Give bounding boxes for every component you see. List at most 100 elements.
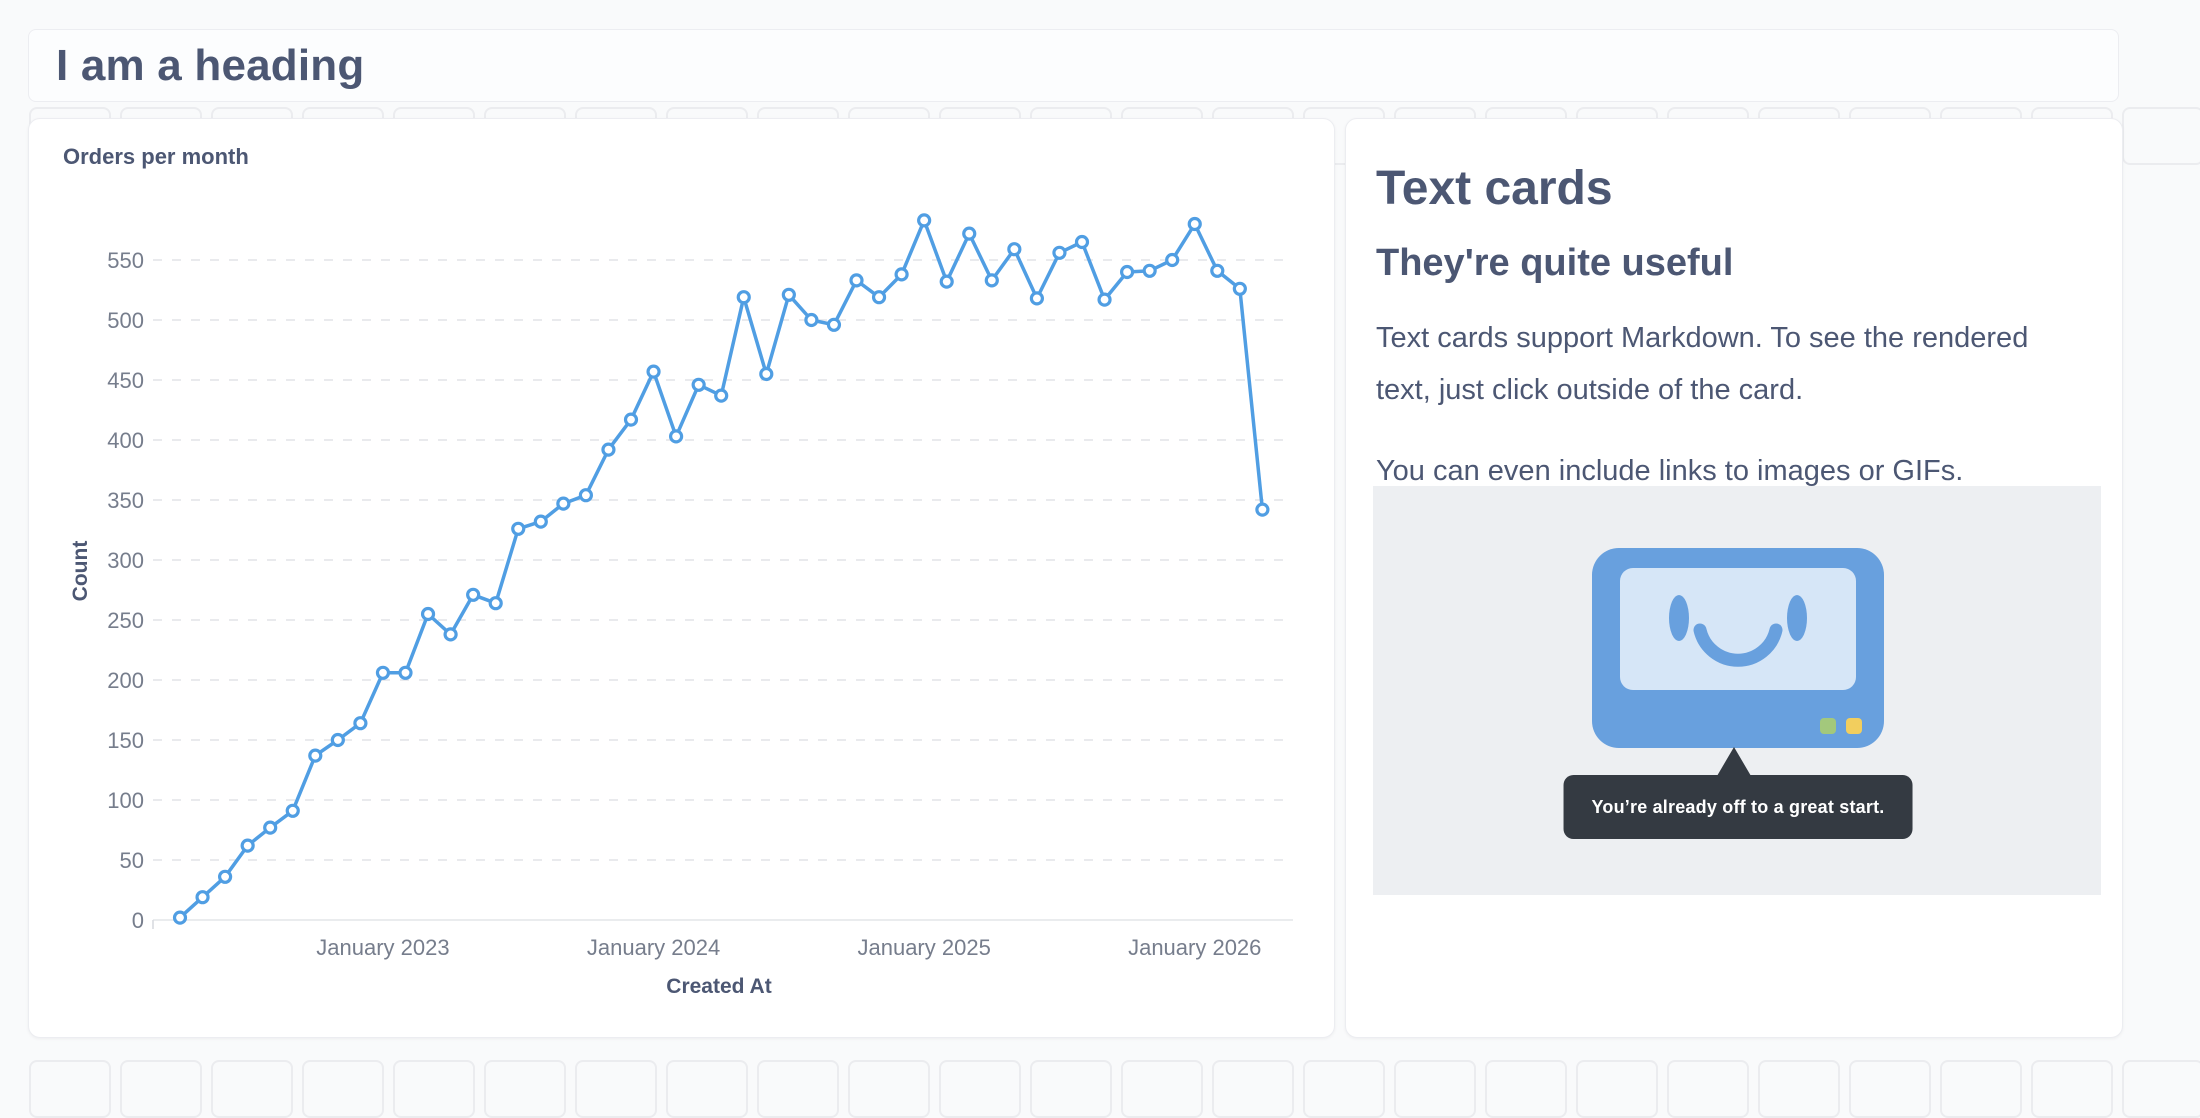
line-chart-canvas[interactable]: 0 50 100 150 200 250 300 350 400 450 500 550 January… bbox=[29, 119, 1334, 1037]
data-point-marker[interactable] bbox=[804, 312, 819, 328]
grid-placeholder-cell bbox=[393, 1060, 475, 1118]
data-point-marker[interactable] bbox=[533, 514, 548, 529]
data-point-marker[interactable] bbox=[962, 226, 977, 241]
tooltip-pointer bbox=[1717, 747, 1751, 776]
grid-placeholder-cell bbox=[211, 1060, 293, 1118]
data-point-marker[interactable] bbox=[172, 910, 188, 925]
y-axis-tick-label: 500 bbox=[107, 308, 144, 333]
text-card[interactable]: Text cards They're quite useful Text car… bbox=[1345, 118, 2123, 1038]
data-point-marker[interactable] bbox=[849, 273, 864, 288]
data-point-marker[interactable] bbox=[443, 627, 458, 642]
data-point-marker[interactable] bbox=[894, 267, 909, 282]
grid-placeholder-cell bbox=[2031, 1060, 2113, 1118]
grid-placeholder-cell bbox=[29, 1060, 111, 1118]
data-point-marker[interactable] bbox=[1029, 291, 1045, 306]
grid-placeholder-cell bbox=[2122, 107, 2200, 165]
data-point-marker[interactable] bbox=[1119, 264, 1135, 280]
monitor-button-yellow bbox=[1846, 718, 1862, 734]
data-point-marker[interactable] bbox=[511, 521, 526, 536]
tooltip-bubble: You’re already off to a great start. bbox=[1563, 775, 1913, 839]
grid-placeholder-cell bbox=[1758, 1060, 1840, 1118]
text-card-subtitle: They're quite useful bbox=[1376, 242, 1734, 284]
dashboard-grid-row-bottom bbox=[29, 1060, 2200, 1118]
data-point-marker[interactable] bbox=[375, 665, 391, 680]
data-point-marker[interactable] bbox=[1187, 216, 1202, 232]
data-point-marker[interactable] bbox=[826, 317, 842, 332]
data-point-marker[interactable] bbox=[1142, 263, 1157, 278]
data-point-marker[interactable] bbox=[1097, 292, 1112, 307]
data-point-marker[interactable] bbox=[1210, 263, 1225, 278]
data-point-marker[interactable] bbox=[240, 838, 255, 853]
data-point-marker[interactable] bbox=[736, 290, 751, 305]
data-point-marker[interactable] bbox=[330, 732, 345, 748]
data-point-marker[interactable] bbox=[285, 803, 300, 818]
chart-title: Orders per month bbox=[63, 144, 249, 169]
data-point-marker[interactable] bbox=[1007, 242, 1022, 257]
y-axis-tick-label: 0 bbox=[132, 908, 144, 933]
data-point-marker[interactable] bbox=[714, 388, 729, 403]
text-card-paragraph: Text cards support Markdown. To see the … bbox=[1376, 322, 2029, 406]
grid-placeholder-cell bbox=[757, 1060, 839, 1118]
data-point-marker[interactable] bbox=[195, 890, 210, 905]
data-point-marker[interactable] bbox=[781, 287, 796, 302]
data-point-marker[interactable] bbox=[556, 496, 571, 511]
chart-card-orders-per-month[interactable]: 0 50 100 150 200 250 300 350 400 450 500 550 January… bbox=[28, 118, 1335, 1038]
y-axis-tick-label: 100 bbox=[107, 788, 144, 813]
series-line bbox=[178, 218, 1265, 920]
grid-placeholder-cell bbox=[575, 1060, 657, 1118]
dashboard-heading-card[interactable]: I am a heading bbox=[28, 29, 2119, 102]
data-point-marker[interactable] bbox=[308, 748, 323, 763]
grid-placeholder-cell bbox=[1121, 1060, 1203, 1118]
data-point-marker[interactable] bbox=[488, 596, 503, 611]
data-point-marker[interactable] bbox=[1165, 252, 1180, 268]
grid-placeholder-cell bbox=[666, 1060, 748, 1118]
data-point-marker[interactable] bbox=[1052, 245, 1067, 260]
data-point-marker[interactable] bbox=[646, 364, 661, 379]
data-point-marker[interactable] bbox=[263, 820, 278, 835]
grid-placeholder-cell bbox=[484, 1060, 566, 1118]
text-card-title: Text cards bbox=[1376, 162, 1613, 215]
data-point-marker[interactable] bbox=[353, 716, 368, 731]
y-axis-tick-label: 150 bbox=[107, 728, 144, 753]
grid-placeholder-cell bbox=[1576, 1060, 1658, 1118]
data-point-marker[interactable] bbox=[601, 442, 616, 457]
data-point-marker[interactable] bbox=[1232, 281, 1247, 296]
monitor-screen bbox=[1620, 568, 1856, 690]
data-point-marker[interactable] bbox=[984, 273, 999, 288]
smiling-monitor-graphic bbox=[1592, 548, 1884, 748]
grid-placeholder-cell bbox=[939, 1060, 1021, 1118]
data-point-marker[interactable] bbox=[939, 274, 954, 289]
x-axis-tick-label: January 2023 bbox=[316, 935, 449, 960]
data-point-marker[interactable] bbox=[218, 869, 233, 884]
grid-placeholder-cell bbox=[302, 1060, 384, 1118]
data-point-marker[interactable] bbox=[466, 587, 481, 602]
x-axis-tick-label: January 2026 bbox=[1128, 935, 1261, 960]
y-axis-tick-label: 550 bbox=[107, 248, 144, 273]
data-point-marker[interactable] bbox=[623, 412, 639, 427]
monitor-button-green bbox=[1820, 718, 1836, 734]
y-axis-tick-label: 400 bbox=[107, 428, 144, 453]
grid-placeholder-cell bbox=[1030, 1060, 1112, 1118]
x-axis-tick-label: January 2025 bbox=[857, 935, 990, 960]
data-point-marker[interactable] bbox=[420, 606, 436, 622]
data-point-marker[interactable] bbox=[578, 488, 594, 503]
y-axis-tick-label: 450 bbox=[107, 368, 144, 393]
grid-placeholder-cell bbox=[1940, 1060, 2022, 1118]
data-point-marker[interactable] bbox=[691, 377, 706, 392]
grid-placeholder-cell bbox=[1667, 1060, 1749, 1118]
data-point-marker[interactable] bbox=[759, 366, 774, 382]
text-card-paragraph: You can even include links to images or … bbox=[1376, 455, 1964, 488]
data-point-marker[interactable] bbox=[398, 665, 413, 680]
grid-placeholder-cell bbox=[1849, 1060, 1931, 1118]
monitor-eye-right bbox=[1787, 595, 1807, 641]
grid-placeholder-cell bbox=[2122, 1060, 2200, 1118]
data-point-marker[interactable] bbox=[917, 213, 932, 228]
y-axis-tick-label: 350 bbox=[107, 488, 144, 513]
data-point-marker[interactable] bbox=[1074, 234, 1090, 250]
grid-placeholder-cell bbox=[1485, 1060, 1567, 1118]
grid-placeholder-cell bbox=[1212, 1060, 1294, 1118]
grid-placeholder-cell bbox=[1394, 1060, 1476, 1118]
data-point-marker[interactable] bbox=[1255, 502, 1270, 517]
data-point-marker[interactable] bbox=[871, 290, 887, 305]
data-point-marker[interactable] bbox=[668, 429, 684, 444]
